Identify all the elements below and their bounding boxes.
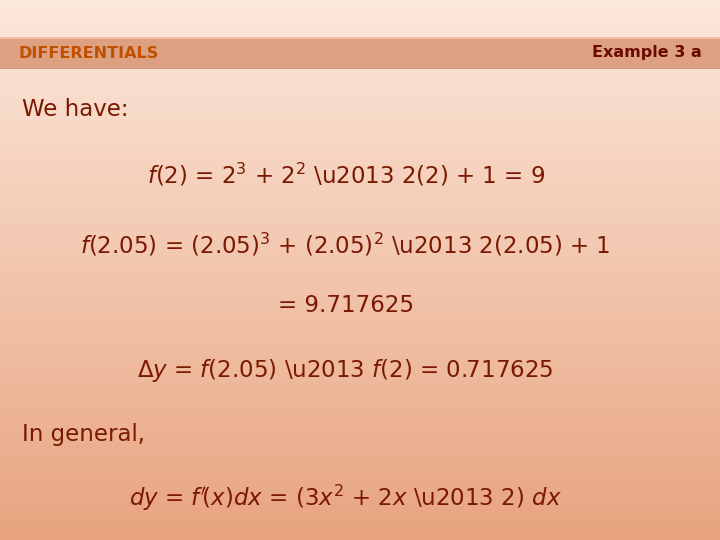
Text: = 9.717625: = 9.717625 xyxy=(278,294,413,316)
Text: In general,: In general, xyxy=(22,423,145,447)
Text: $\mathit{f}$(2) = 2$^{3}$ + 2$^{2}$ \u2013 2(2) + 1 = 9: $\mathit{f}$(2) = 2$^{3}$ + 2$^{2}$ \u20… xyxy=(147,161,544,188)
Bar xyxy=(0,38,720,68)
Text: $\mathit{dy}$ = $\mathit{f'\!}$($\mathit{x}$)$\mathit{dx}$ = (3$\mathit{x}^{2}$ : $\mathit{dy}$ = $\mathit{f'\!}$($\mathit… xyxy=(129,483,562,513)
Text: $\Delta\mathit{y}$ = $\mathit{f}$(2.05) \u2013 $\mathit{f}$(2) = 0.717625: $\Delta\mathit{y}$ = $\mathit{f}$(2.05) … xyxy=(138,356,554,383)
Text: $\mathit{f}$(2.05) = (2.05)$^{3}$ + (2.05)$^{2}$ \u2013 2(2.05) + 1: $\mathit{f}$(2.05) = (2.05)$^{3}$ + (2.0… xyxy=(81,232,611,259)
Text: Example 3 a: Example 3 a xyxy=(593,45,702,60)
Text: We have:: We have: xyxy=(22,98,128,122)
Text: DIFFERENTIALS: DIFFERENTIALS xyxy=(18,45,158,60)
